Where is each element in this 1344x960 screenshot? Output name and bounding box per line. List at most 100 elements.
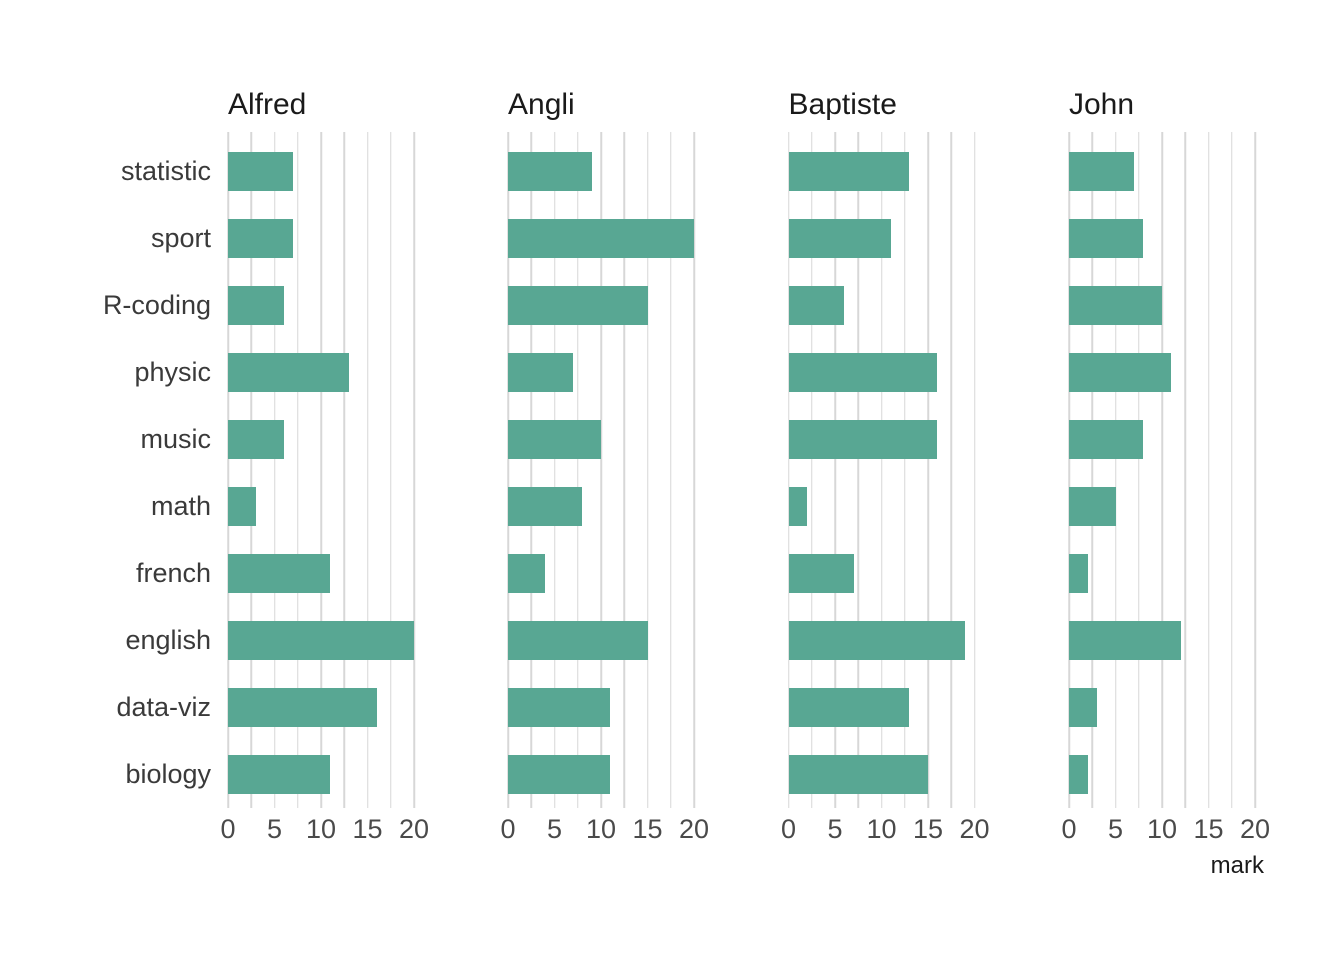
x-tick-label: 5 <box>1107 814 1124 844</box>
bar <box>1069 286 1162 325</box>
bar-row <box>228 205 414 272</box>
bar <box>228 286 284 325</box>
bar-row <box>508 138 694 205</box>
x-tick-label: 10 <box>585 814 617 844</box>
bar-row <box>228 138 414 205</box>
bar <box>228 554 331 593</box>
category-label: R-coding <box>102 290 211 320</box>
facet-title: John <box>1069 88 1135 121</box>
bar-row <box>1069 540 1255 607</box>
bar <box>1069 755 1088 794</box>
bar <box>788 621 966 660</box>
bar-row <box>228 339 414 406</box>
bar-row <box>508 607 694 674</box>
gridline <box>297 132 299 808</box>
bar <box>228 219 294 258</box>
bar-row <box>788 272 975 339</box>
x-tick-label: 0 <box>500 814 516 844</box>
gridline <box>623 132 625 808</box>
gridline <box>880 132 883 808</box>
facet-title: Baptiste <box>788 88 897 121</box>
x-tick-label: 15 <box>1193 814 1224 844</box>
gridline <box>413 132 415 808</box>
bar <box>228 755 331 794</box>
bar-row <box>508 406 694 473</box>
x-tick-label: 20 <box>959 814 990 844</box>
facet-panel <box>227 132 415 808</box>
x-tick-label: 5 <box>266 814 283 844</box>
gridline <box>320 132 322 808</box>
bar <box>788 487 808 526</box>
bar <box>228 420 284 459</box>
category-label: data-viz <box>116 692 211 722</box>
bar-row <box>228 406 414 473</box>
bar <box>228 688 377 727</box>
bar <box>788 286 845 325</box>
bar-row <box>788 138 975 205</box>
bar <box>228 621 414 660</box>
gridline <box>1091 132 1093 808</box>
x-tick-label: 15 <box>912 814 944 844</box>
gridline <box>693 132 695 808</box>
gridline <box>227 132 229 808</box>
bar <box>228 353 349 392</box>
x-tick-label: 10 <box>1146 814 1178 844</box>
x-tick-label: 10 <box>305 814 337 844</box>
bar-row <box>508 540 694 607</box>
gridline <box>366 132 369 808</box>
bar-row <box>788 205 975 272</box>
bar-row <box>508 205 694 272</box>
bar <box>788 420 938 459</box>
bar-row <box>228 674 414 741</box>
bar-row <box>788 674 975 741</box>
bar-row <box>508 473 694 540</box>
gridline <box>834 132 836 808</box>
bar-row <box>1069 674 1255 741</box>
bar-row <box>788 473 975 540</box>
bar <box>508 219 694 258</box>
bar <box>1069 219 1144 258</box>
x-tick-label: 20 <box>678 814 710 844</box>
bar <box>508 420 601 459</box>
gridline <box>973 132 976 808</box>
gridline <box>904 132 906 808</box>
facet-panel <box>1068 132 1256 808</box>
bar-row <box>1069 607 1255 674</box>
bar-rows <box>1069 138 1255 808</box>
bar <box>1069 688 1097 727</box>
bar-row <box>1069 473 1255 540</box>
bar-row <box>228 540 414 607</box>
facet-title: Alfred <box>228 88 307 121</box>
bar-row <box>788 339 975 406</box>
gridline <box>927 132 929 808</box>
gridline <box>600 132 602 808</box>
gridline <box>577 132 579 808</box>
gridline <box>857 132 859 808</box>
facet-title: Angli <box>508 88 575 121</box>
bar-row <box>228 741 414 808</box>
x-tick-label: 20 <box>1239 814 1271 844</box>
bar <box>1069 353 1172 392</box>
bar <box>788 554 854 593</box>
gridline <box>1138 132 1140 808</box>
bar-row <box>788 607 975 674</box>
x-tick-label: 10 <box>866 814 897 844</box>
bar-row <box>228 607 414 674</box>
category-label: math <box>150 491 211 521</box>
bar <box>508 152 592 191</box>
gridline <box>553 132 556 808</box>
category-label: music <box>140 424 211 454</box>
x-tick-label: 15 <box>632 814 663 844</box>
bar <box>1069 420 1144 459</box>
bar-row <box>1069 741 1255 808</box>
facet-panel <box>507 132 695 808</box>
bar-row <box>1069 339 1255 406</box>
bar-row <box>508 339 694 406</box>
gridline <box>343 132 345 808</box>
category-label: french <box>135 558 211 588</box>
bar-rows <box>508 138 694 808</box>
gridline <box>1114 132 1117 808</box>
bar-row <box>228 272 414 339</box>
gridline <box>250 132 252 808</box>
category-label: sport <box>150 223 211 253</box>
